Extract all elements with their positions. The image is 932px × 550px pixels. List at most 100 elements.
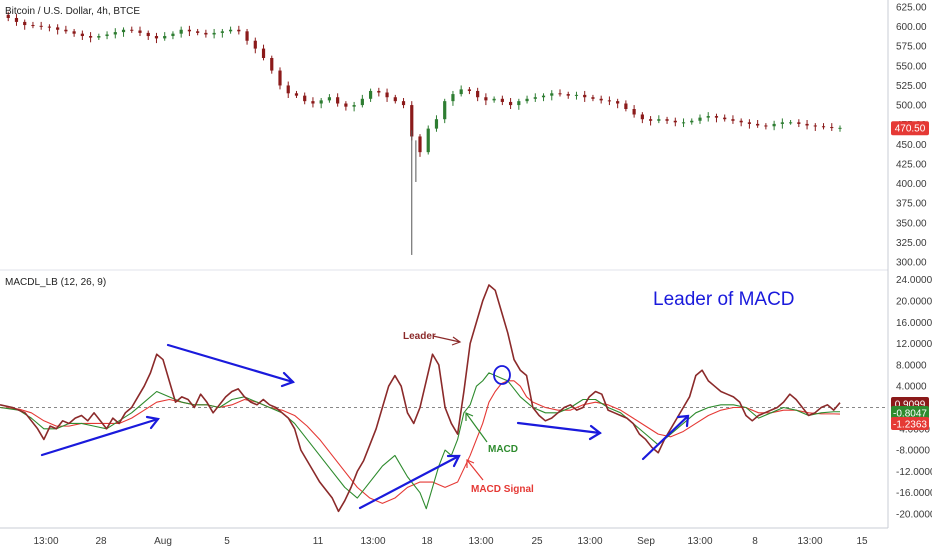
candle-body — [294, 93, 299, 96]
candle-body — [163, 36, 167, 39]
candle-body — [154, 36, 159, 39]
value-badge-label: 0.9099 — [895, 400, 926, 411]
candle-body — [204, 32, 208, 35]
candle-body — [533, 97, 537, 99]
candle-body — [286, 85, 290, 94]
price-tick-label: 600.00 — [896, 22, 927, 33]
price-tick-label: 350.00 — [896, 218, 927, 229]
label-pointers — [432, 335, 488, 481]
time-tick-label: 5 — [224, 536, 230, 547]
candle-body — [451, 94, 455, 102]
value-badge — [891, 417, 929, 430]
indicator-tick-label: 20.0000 — [896, 296, 932, 307]
candle-body — [220, 31, 224, 33]
time-tick-label: 13:00 — [687, 536, 712, 547]
indicator-tick-label: -8.0000 — [896, 446, 930, 457]
price-tick-label: 525.00 — [896, 81, 927, 92]
price-tick-label: 500.00 — [896, 101, 927, 112]
time-tick-label: 13:00 — [33, 536, 58, 547]
candle-body — [640, 114, 644, 120]
macd-pointer — [465, 412, 488, 443]
time-axis[interactable]: 13:00 28 Aug 5 11 13:00 18 13:00 25 13:00 Sep 13:00… — [33, 536, 868, 547]
last-price-label: 470.50 — [895, 124, 926, 135]
candle-body — [821, 126, 826, 128]
candle-body — [237, 29, 241, 32]
candle-body — [434, 119, 439, 129]
candle-body — [492, 98, 496, 101]
candle-body — [368, 90, 373, 99]
value-badge-label: -1.2363 — [893, 420, 927, 431]
candle-body — [517, 101, 521, 106]
candle-body — [253, 40, 257, 49]
candle-body — [459, 89, 463, 95]
candle-body — [360, 98, 364, 106]
time-tick-label: 13:00 — [360, 536, 385, 547]
candle-body — [426, 128, 430, 153]
trend-arrow-2 — [166, 343, 295, 384]
candle-body — [566, 94, 570, 96]
candle-body — [31, 25, 35, 27]
candle-body — [616, 101, 620, 104]
candle-body — [23, 21, 27, 26]
candle-body — [607, 100, 612, 102]
candle-body — [138, 30, 142, 33]
last-price-marker: 470.50 — [891, 121, 929, 136]
candle-body — [121, 29, 126, 33]
candle-body — [467, 89, 472, 91]
candle-body — [64, 29, 68, 32]
time-tick-label: 15 — [856, 536, 868, 547]
candle-body — [541, 95, 546, 98]
candle-body — [648, 119, 653, 121]
candle-body — [187, 29, 192, 32]
candle-body — [583, 94, 587, 98]
annotation-macd: MACD — [488, 444, 518, 455]
candle-body — [788, 122, 793, 124]
indicator-tick-label: 8.0000 — [896, 360, 927, 371]
arrowhead-5 — [676, 414, 690, 428]
trend-arrow-3 — [358, 454, 461, 510]
candle-body — [418, 136, 422, 153]
time-tick-label: 8 — [752, 536, 758, 547]
indicator-tick-label: -16.0000 — [896, 488, 932, 499]
candle-body — [747, 122, 752, 124]
candle-body — [632, 109, 636, 115]
candle-body — [500, 98, 504, 102]
time-tick-label: 11 — [313, 536, 324, 547]
candle-body — [714, 116, 719, 118]
macd-signal-line — [0, 380, 841, 504]
crossover-circle — [493, 365, 511, 385]
trend-arrows — [40, 343, 690, 510]
candle-body — [690, 120, 694, 123]
macd-pointer-head — [465, 412, 474, 421]
candle-body — [657, 119, 661, 121]
leader-line — [0, 284, 841, 513]
candle-body — [525, 98, 529, 102]
candle-body — [385, 92, 389, 98]
candle-body — [574, 94, 579, 96]
indicator-tick-label: -12.0000 — [896, 467, 932, 478]
candle-body — [591, 97, 595, 99]
time-tick-label: 13:00 — [797, 536, 822, 547]
price-tick-label: 550.00 — [896, 61, 927, 72]
candle-body — [130, 29, 134, 31]
trend-arrow-4 — [516, 421, 602, 435]
candle-body — [838, 127, 842, 129]
candle-body — [558, 93, 562, 95]
candle-body — [245, 31, 249, 41]
candle-body — [739, 120, 743, 123]
candle-body — [797, 122, 801, 124]
time-tick-label: Aug — [154, 536, 172, 547]
time-tick-label: 18 — [421, 536, 433, 547]
indicator-tick-label: 24.0000 — [896, 275, 932, 286]
candle-body — [764, 125, 768, 127]
arrowhead-2 — [280, 371, 295, 388]
candle-body — [830, 127, 834, 129]
indicator-title: MACDL_LB (12, 26, 9) — [5, 277, 106, 288]
candle-body — [171, 33, 175, 37]
candle-body — [105, 34, 109, 37]
annotation-leader: Leader — [403, 331, 436, 342]
price-tick-label: 575.00 — [896, 42, 927, 53]
candle-body — [805, 123, 809, 126]
